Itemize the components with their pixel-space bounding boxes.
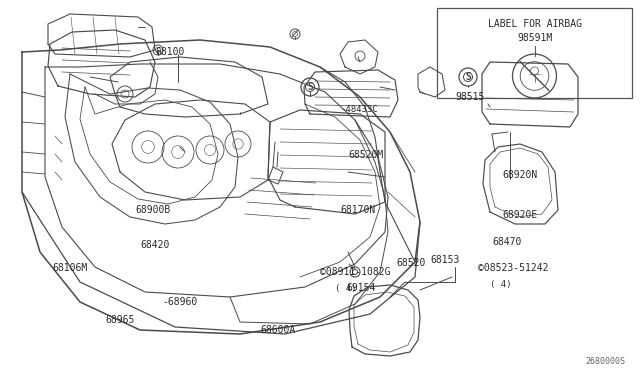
Text: ©08911-1082G: ©08911-1082G xyxy=(320,267,390,277)
Text: 68600A: 68600A xyxy=(260,325,295,335)
Text: 68420: 68420 xyxy=(140,240,170,250)
Text: S: S xyxy=(307,82,313,92)
Text: 68520: 68520 xyxy=(396,258,426,268)
Text: 68900B: 68900B xyxy=(135,205,170,215)
Text: 68520M: 68520M xyxy=(348,150,383,160)
Text: 98591M: 98591M xyxy=(517,33,552,43)
Text: 98515: 98515 xyxy=(455,92,484,102)
Text: 68170N: 68170N xyxy=(340,205,375,215)
Text: 68100: 68100 xyxy=(155,47,184,57)
Text: 68920N: 68920N xyxy=(502,170,537,180)
Text: LABEL FOR AIRBAG: LABEL FOR AIRBAG xyxy=(488,19,582,29)
Text: -68960: -68960 xyxy=(162,297,197,307)
Text: 69154: 69154 xyxy=(346,283,376,293)
Text: ( 4): ( 4) xyxy=(490,279,511,289)
Text: ©08523-51242: ©08523-51242 xyxy=(478,263,548,273)
Text: 68920E: 68920E xyxy=(502,210,537,220)
Bar xyxy=(437,8,632,98)
Text: 68153: 68153 xyxy=(430,255,460,265)
Text: 68106M: 68106M xyxy=(52,263,87,273)
Text: 2680000S: 2680000S xyxy=(585,357,625,366)
Text: -48433C: -48433C xyxy=(340,106,378,115)
Text: S: S xyxy=(465,72,471,82)
Text: 68470: 68470 xyxy=(492,237,522,247)
Text: 68965: 68965 xyxy=(105,315,134,325)
Text: ( 4): ( 4) xyxy=(335,283,356,292)
